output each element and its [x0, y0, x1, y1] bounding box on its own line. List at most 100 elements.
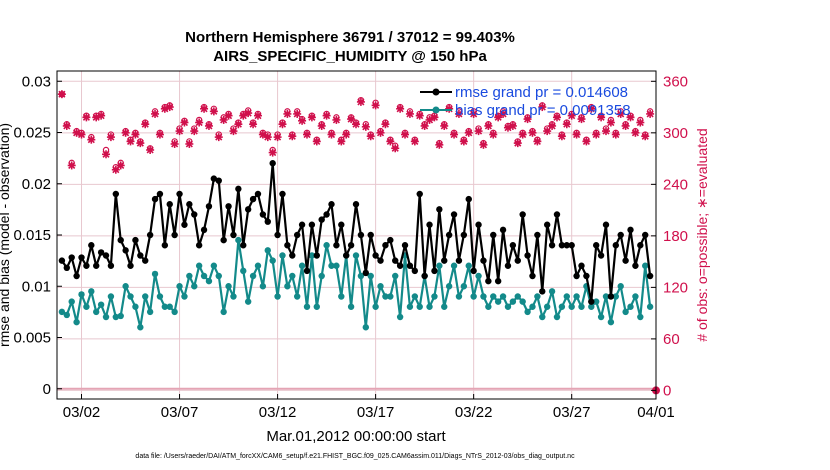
rmse-point: [642, 231, 649, 239]
obs-evaluated-stroke: [151, 110, 159, 118]
bias-point: [548, 288, 556, 295]
bias-point: [318, 272, 325, 280]
obs-evaluated-marker: [587, 104, 596, 113]
obs-evaluated-marker: [508, 121, 517, 130]
bias-point: [73, 318, 80, 326]
obs-evaluated-stroke: [440, 122, 448, 130]
obs-evaluated-marker: [396, 104, 405, 113]
obs-evaluated-stroke: [87, 136, 95, 144]
obs-evaluated-stroke: [450, 130, 458, 139]
bias-point: [607, 318, 615, 326]
bias-point: [455, 293, 463, 300]
rmse-point: [156, 190, 164, 198]
bias-point: [166, 303, 173, 310]
rmse-point: [597, 252, 605, 259]
y-tick-label: 0.03: [22, 73, 51, 90]
rmse-point: [431, 267, 438, 275]
obs-evaluated-stroke: [401, 130, 409, 139]
obs-evaluated-marker: [298, 116, 307, 125]
obs-evaluated-marker: [288, 132, 297, 141]
obs-evaluated-stroke: [229, 127, 238, 135]
rmse-point: [338, 221, 345, 228]
bias-point: [186, 272, 193, 280]
obs-evaluated-marker: [195, 118, 204, 127]
obs-evaluated-marker: [391, 144, 400, 153]
bias-point: [450, 262, 458, 269]
rmse-point: [411, 267, 419, 275]
obs-evaluated-stroke: [293, 110, 301, 118]
obs-evaluated-stroke: [269, 149, 277, 157]
obs-evaluated-marker: [57, 90, 66, 99]
bias-point: [151, 270, 159, 278]
rmse-point: [93, 262, 100, 269]
obs-evaluated-stroke: [156, 130, 164, 139]
rmse-point: [436, 206, 443, 213]
obs-evaluated-marker: [376, 128, 385, 137]
bias-point: [357, 272, 365, 280]
obs-evaluated-marker: [646, 109, 655, 118]
bias-point: [529, 303, 536, 310]
legend-rmse-label: rmse grand pr = 0.014608: [455, 84, 628, 101]
rmse-point: [396, 262, 404, 269]
obs-evaluated-stroke: [63, 122, 71, 130]
obs-evaluated-stroke: [494, 113, 502, 121]
bias-point: [117, 312, 124, 320]
obs-evaluated-stroke: [68, 161, 76, 170]
obs-evaluated-marker: [543, 127, 552, 136]
obs-evaluated-marker: [322, 111, 331, 120]
rmse-point: [279, 190, 286, 198]
bias-point: [303, 303, 311, 310]
bias-point: [490, 293, 497, 300]
obs-evaluated-stroke: [107, 133, 115, 141]
obs-evaluated-marker: [582, 137, 591, 146]
obs-evaluated-stroke: [323, 112, 331, 120]
obs-evaluated-marker: [332, 115, 341, 124]
rmse-point: [588, 298, 595, 305]
bias-point: [597, 313, 605, 321]
obs-evaluated-stroke: [190, 127, 198, 135]
rmse-point: [578, 262, 585, 269]
obs-evaluated-marker: [126, 137, 135, 146]
rmse-point: [509, 242, 517, 249]
rmse-point: [284, 242, 291, 249]
x-tick-label: 03/17: [357, 404, 395, 421]
obs-evaluated-stroke: [563, 120, 571, 128]
obs-evaluated-stroke: [171, 140, 179, 148]
rmse-point: [548, 242, 556, 249]
obs-evaluated-stroke: [274, 133, 282, 141]
obs-evaluated-stroke: [175, 127, 184, 135]
obs-evaluated-marker: [562, 120, 571, 129]
obs-evaluated-stroke: [582, 137, 590, 145]
rmse-point: [205, 203, 213, 210]
rmse-point: [568, 242, 575, 249]
obs-evaluated-stroke: [102, 150, 110, 158]
rmse-point: [176, 190, 183, 198]
rmse-point: [146, 231, 154, 239]
rmse-point: [534, 231, 541, 239]
obs-evaluated-marker: [293, 109, 302, 118]
obs-evaluated-marker: [180, 118, 189, 127]
bias-point: [509, 298, 517, 305]
obs-evaluated-marker: [518, 130, 527, 139]
bias-point: [293, 293, 301, 300]
obs-evaluated-marker: [386, 137, 395, 146]
obs-evaluated-stroke: [573, 130, 581, 139]
rmse-point: [269, 160, 276, 167]
obs-evaluated-stroke: [318, 122, 326, 130]
obs-evaluated-stroke: [347, 115, 355, 123]
obs-evaluated-marker: [82, 113, 91, 122]
rmse-point: [499, 226, 507, 234]
rmse-point: [195, 242, 203, 249]
bias-point: [323, 242, 330, 249]
obs-evaluated-marker: [415, 111, 424, 120]
bias-point: [240, 267, 247, 275]
bias-point: [156, 293, 164, 300]
obs-evaluated-stroke: [646, 110, 654, 118]
obs-evaluated-marker: [479, 140, 488, 149]
bias-point: [563, 293, 570, 300]
obs-evaluated-marker: [347, 115, 356, 124]
obs-evaluated-marker: [151, 109, 160, 118]
rmse-point: [102, 252, 110, 259]
bias-point: [622, 308, 629, 316]
rmse-point: [524, 252, 531, 259]
